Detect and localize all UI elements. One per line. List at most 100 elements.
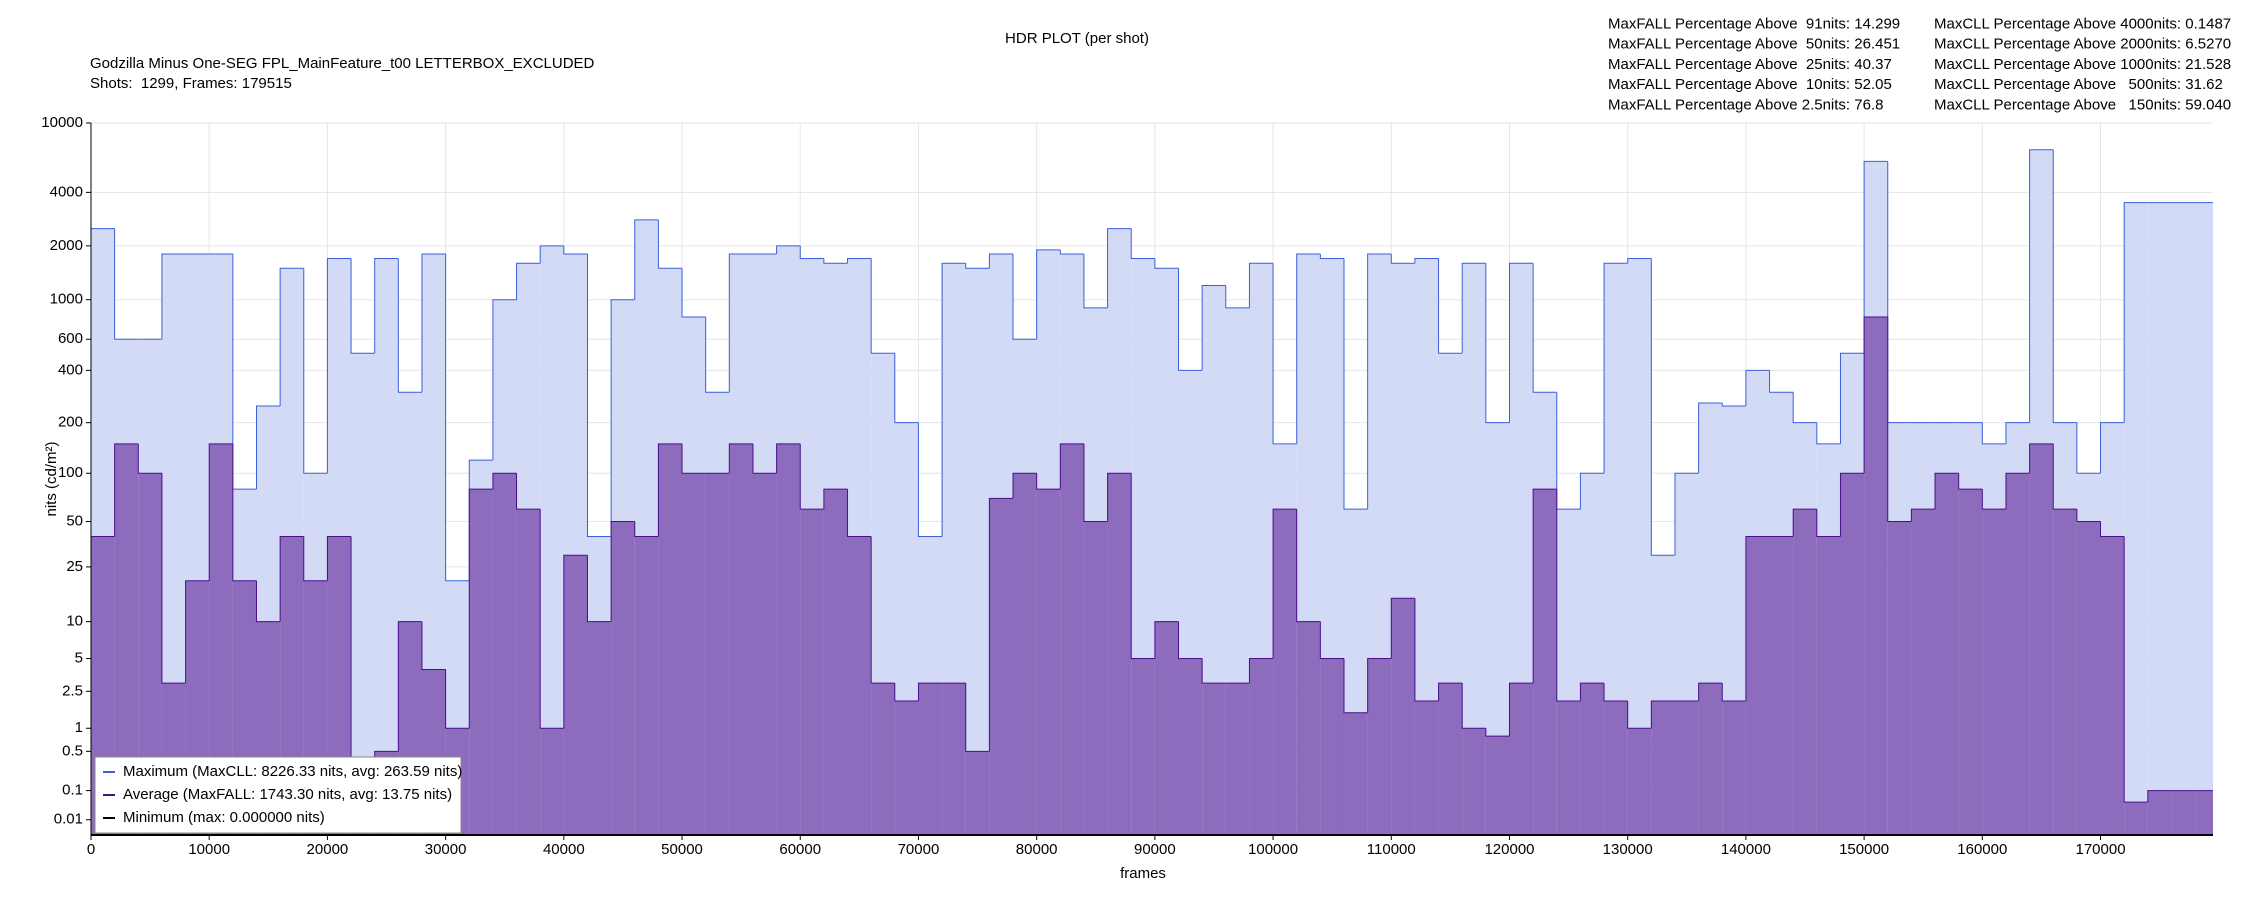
y-tick-label: 50 (66, 512, 83, 529)
line-step (1485, 263, 1510, 424)
line-step (1107, 472, 1132, 522)
line-step (1603, 683, 1628, 702)
line-step (563, 554, 588, 729)
line-step (1461, 683, 1486, 729)
stat-line: MaxCLL Percentage Above 1000nits: 21.528 (1934, 56, 2231, 73)
line-step (1745, 369, 1770, 406)
y-tick-label: 400 (58, 361, 83, 378)
x-tick-label: 90000 (1134, 841, 1176, 858)
line-step (1083, 443, 1108, 523)
legend-label: Maximum (MaxCLL: 8226.33 nits, avg: 263.… (123, 763, 462, 780)
area-step (2124, 802, 2148, 835)
area-step (1296, 621, 1321, 835)
line-step (1721, 403, 1746, 407)
line-step (539, 509, 564, 729)
area-step (2147, 202, 2172, 836)
line-step (1485, 728, 1510, 737)
stat-line: MaxFALL Percentage Above 25nits: 40.37 (1608, 56, 1892, 73)
line-step (1036, 249, 1061, 340)
area-step (1769, 536, 1794, 835)
line-step (539, 245, 564, 264)
area-step (2053, 509, 2077, 835)
area-step (1627, 728, 1652, 835)
stat-line: MaxCLL Percentage Above 2000nits: 6.5270 (1934, 36, 2231, 53)
line-step (941, 262, 966, 537)
line-step (1650, 700, 1675, 729)
area-step (1745, 536, 1770, 835)
line-step (1154, 258, 1179, 269)
line-step (1390, 254, 1415, 264)
area-step (965, 751, 990, 835)
line-step (634, 219, 659, 300)
y-tick-label: 2.5 (62, 682, 83, 699)
y-tick-label: 10 (66, 613, 83, 630)
area-step (1178, 658, 1203, 835)
line-step (1178, 621, 1203, 660)
line-step (492, 299, 517, 461)
area-step (2029, 443, 2054, 835)
area-step (540, 728, 564, 835)
x-tick-label: 40000 (543, 841, 585, 858)
y-tick-label: 0.1 (62, 782, 83, 799)
x-tick-label: 120000 (1484, 841, 1534, 858)
y-tick-label: 5 (75, 650, 83, 667)
area-step (752, 473, 777, 835)
line-step (1107, 228, 1132, 308)
area-step (1580, 683, 1605, 835)
line-step (894, 683, 919, 702)
y-tick-label: 2000 (50, 237, 83, 254)
area-step (1438, 683, 1463, 835)
line-step (1839, 472, 1865, 537)
area-step (469, 489, 493, 835)
area-step (1698, 683, 1723, 835)
line-step (2052, 443, 2077, 510)
area-step (1556, 700, 1581, 835)
area-step (1958, 489, 1983, 835)
area-step (2124, 202, 2148, 836)
stat-line: MaxFALL Percentage Above 2.5nits: 76.8 (1608, 96, 1883, 113)
line-step (2147, 790, 2172, 803)
line-step (1319, 254, 1344, 259)
area-step (1485, 422, 1510, 835)
area-step (563, 555, 588, 835)
area-step (634, 536, 659, 835)
line-step (2029, 149, 2054, 423)
line-step (752, 443, 777, 474)
line-step (137, 443, 162, 474)
line-step (421, 253, 446, 393)
area-step (800, 509, 824, 835)
legend-label: Minimum (max: 0.000000 nits) (123, 809, 325, 826)
area-step (1509, 683, 1534, 835)
line-step (516, 262, 541, 300)
area-step (1793, 509, 1817, 835)
area-step (682, 473, 706, 835)
line-step (1201, 285, 1226, 371)
line-step (1934, 472, 1959, 510)
x-tick-label: 0 (87, 841, 95, 858)
line-step (1579, 682, 1605, 701)
area-step (729, 443, 753, 835)
stat-line: MaxCLL Percentage Above 150nits: 59.040 (1934, 96, 2231, 113)
line-step (681, 268, 706, 318)
line-step (161, 253, 186, 340)
line-step (1887, 317, 1912, 523)
area-step (2171, 202, 2196, 836)
y-tick-label: 10000 (41, 114, 83, 131)
line-step (657, 219, 683, 269)
stat-line: MaxFALL Percentage Above 50nits: 26.451 (1608, 36, 1900, 53)
y-tick-label: 0.5 (62, 742, 83, 759)
line-step (232, 443, 257, 582)
line-step (1390, 597, 1415, 659)
line-step (1816, 422, 1841, 445)
line-step (492, 472, 517, 490)
line-step (586, 254, 612, 537)
line-step (870, 258, 895, 354)
x-tick-label: 50000 (661, 841, 703, 858)
line-step (1319, 621, 1344, 660)
area-step (611, 521, 635, 835)
line-step (114, 443, 139, 537)
line-step (2076, 509, 2101, 523)
line-step (1367, 253, 1392, 510)
y-axis-label: nits (cd/m²) (43, 441, 60, 516)
